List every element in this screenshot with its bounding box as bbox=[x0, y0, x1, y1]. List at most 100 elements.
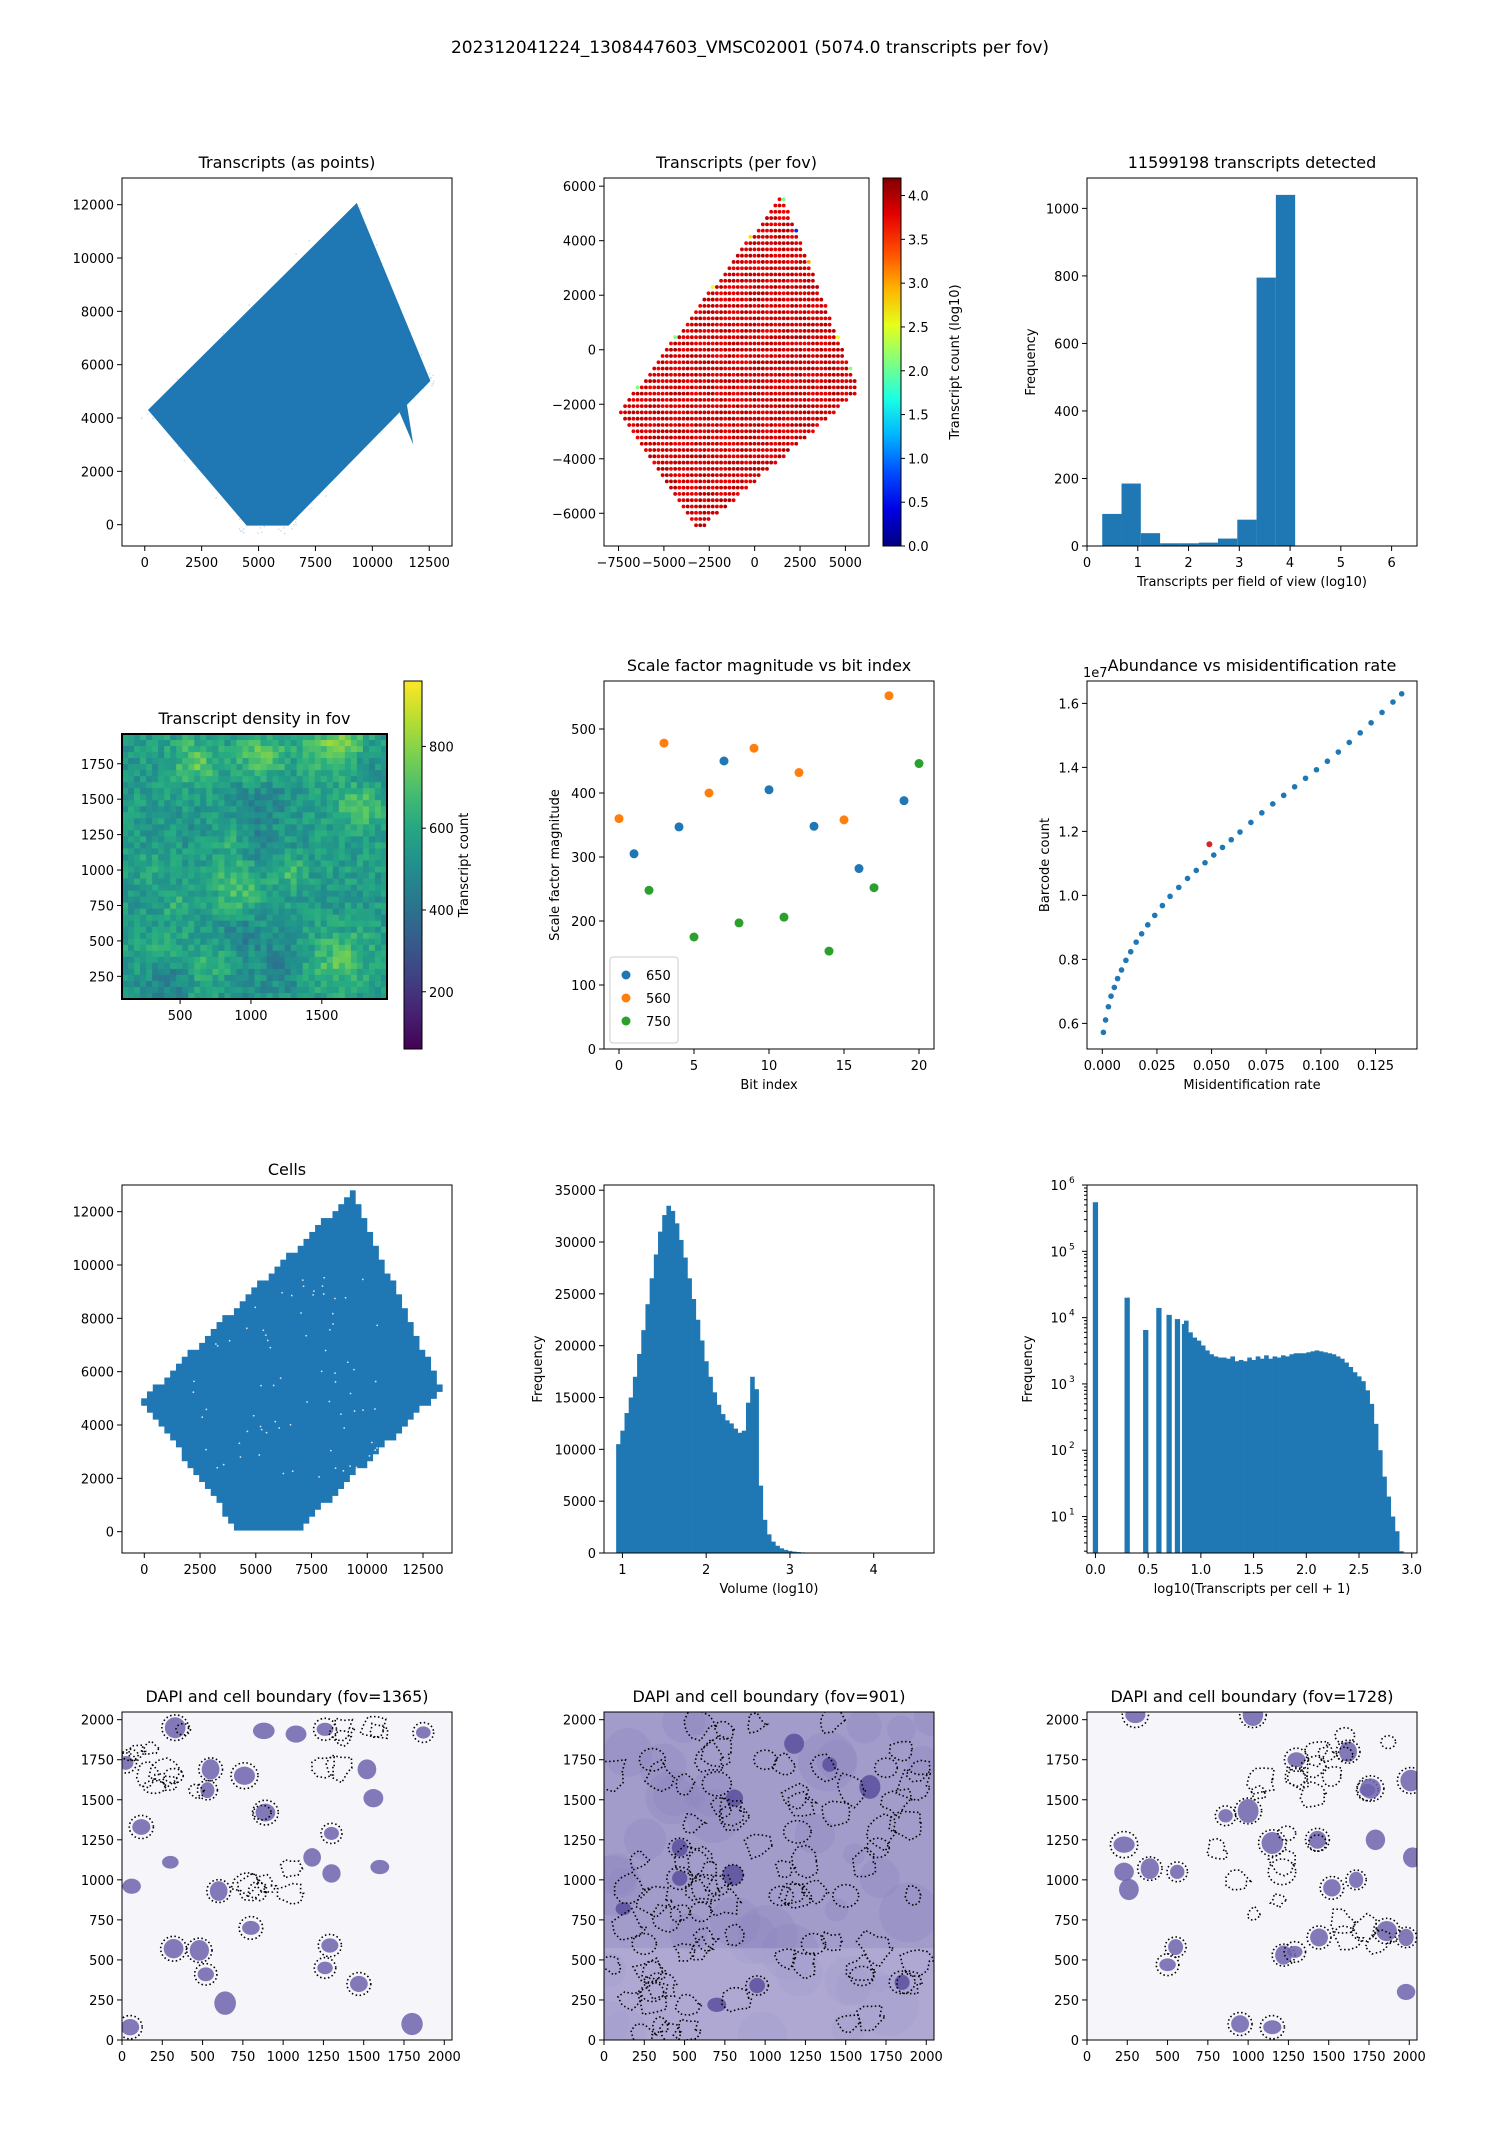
transcripts_per_fov-fov-point bbox=[673, 397, 678, 402]
fov_density-cell bbox=[182, 818, 189, 825]
cells-cell-strip bbox=[187, 1349, 426, 1358]
transcripts_per_fov-fov-point bbox=[727, 485, 732, 490]
fov_density-cell bbox=[254, 824, 262, 831]
transcripts_points-halo-point bbox=[152, 417, 154, 420]
dapi_901-cell-boundary bbox=[780, 1782, 811, 1811]
fov_density-cell bbox=[338, 926, 346, 934]
dapi_1728-cell-boundary bbox=[1335, 1745, 1355, 1762]
fov_density-cell bbox=[224, 752, 232, 759]
fov_density-cell bbox=[152, 992, 159, 1000]
fov_density-cell bbox=[134, 902, 141, 910]
fov_density-cell bbox=[332, 806, 340, 813]
dapi_901-cell-boundary bbox=[896, 1969, 924, 1995]
scale_factor-point-650 bbox=[764, 785, 774, 795]
fov_density-cell bbox=[170, 992, 177, 1000]
fov_density-cell bbox=[248, 926, 256, 934]
fov_density-cell bbox=[344, 752, 352, 759]
transcripts_per_fov-fov-point bbox=[681, 423, 686, 427]
transcripts_per_fov-fov-point bbox=[748, 423, 753, 427]
fov_density-cell bbox=[374, 860, 382, 868]
fov_density-cell bbox=[146, 788, 153, 795]
transcripts_per_fov-fov-point bbox=[781, 372, 786, 377]
dapi_1728-cell-boundary bbox=[1372, 1917, 1401, 1945]
fov_density-cell bbox=[374, 920, 382, 928]
transcripts_per_fov-fov-point bbox=[723, 460, 728, 465]
fov_density-cell bbox=[176, 734, 183, 741]
transcripts_per_fov-fov-point bbox=[785, 260, 790, 264]
dapi_1365-cell-boundary bbox=[197, 1757, 224, 1782]
fov_density-cell bbox=[236, 770, 244, 777]
dapi_901-cell-boundary bbox=[720, 1987, 753, 2013]
transcripts_per_fov-fov-point bbox=[744, 291, 749, 296]
transcripts_per_cell-ytick-base: 10 bbox=[1050, 1312, 1067, 1327]
fov_density-cell bbox=[314, 800, 322, 807]
transcripts_per_fov-fov-point bbox=[769, 410, 774, 415]
fov_density-cell bbox=[140, 860, 147, 868]
fov_density-cell bbox=[188, 758, 195, 765]
abundance_misid-point bbox=[1133, 939, 1139, 945]
fov_density-cell bbox=[242, 842, 250, 850]
transcripts_per_fov-fov-point bbox=[639, 423, 644, 427]
transcripts_per_fov-fov-point bbox=[660, 416, 665, 421]
transcripts_per_fov-fov-point bbox=[802, 354, 807, 358]
fov_density-cell bbox=[374, 800, 382, 807]
transcripts_per_fov-fov-point bbox=[714, 460, 719, 465]
transcripts_per_fov-fov-point bbox=[685, 360, 690, 365]
fov_density-cell bbox=[194, 992, 201, 1000]
fov_density-cell bbox=[290, 986, 298, 994]
fov_density-cell bbox=[320, 824, 328, 831]
fov_density-cell bbox=[320, 866, 328, 874]
transcripts_per_fov-fov-point bbox=[748, 285, 753, 289]
dapi_901-cell-boundary bbox=[689, 1901, 712, 1923]
scale_factor-point-750 bbox=[734, 918, 744, 928]
fov_density-cell bbox=[140, 980, 147, 988]
transcripts_per_fov-fov-point bbox=[794, 228, 799, 233]
fov_density-cell bbox=[284, 824, 292, 831]
fov_density-cell bbox=[212, 974, 219, 982]
scale_factor-xtick-label: 20 bbox=[911, 1059, 928, 1074]
cells-xtick-label: 7500 bbox=[295, 1563, 328, 1578]
dapi_901-texture bbox=[653, 1775, 694, 1817]
fov_density-cell bbox=[188, 800, 195, 807]
transcripts_per_fov-fov-point bbox=[756, 360, 761, 365]
transcripts_per_fov-fov-point bbox=[752, 404, 757, 409]
fov_density-cell bbox=[224, 776, 232, 783]
transcripts_per_fov-fov-point bbox=[685, 404, 690, 409]
fov_density-cell bbox=[164, 854, 171, 862]
transcripts_per_fov-fov-point bbox=[694, 454, 698, 459]
transcripts_per_fov-fov-point bbox=[727, 435, 732, 440]
transcripts_per_fov-fov-point bbox=[698, 448, 703, 452]
fov_density-cell bbox=[176, 776, 183, 783]
fov_density-cell bbox=[200, 866, 207, 874]
transcripts_per_fov-fov-point bbox=[656, 372, 661, 377]
fov_density-cell bbox=[224, 746, 232, 753]
fov_density-cell bbox=[170, 950, 177, 958]
transcripts_per_fov-fov-point bbox=[656, 404, 661, 409]
fov_density-cell bbox=[188, 788, 195, 795]
transcripts_per_fov-fov-point bbox=[802, 272, 807, 277]
fov_density-cell bbox=[146, 830, 153, 837]
transcripts_per_fov-fov-point bbox=[698, 510, 703, 515]
fov_density-cell bbox=[356, 848, 364, 856]
fov_density-cell bbox=[146, 866, 153, 874]
fov_density-cell bbox=[248, 800, 256, 807]
dapi_901-texture bbox=[604, 1853, 637, 1896]
fov_density-cell bbox=[314, 878, 322, 886]
fov_density-cell bbox=[218, 968, 225, 976]
transcripts_per_fov-fov-point bbox=[735, 460, 740, 465]
transcripts_per_fov-fov-point bbox=[673, 416, 678, 421]
fov_density-cell bbox=[176, 740, 183, 747]
volume_hist-bar bbox=[691, 1299, 697, 1553]
transcripts_per_cell-ytick-exponent: 3 bbox=[1069, 1375, 1075, 1385]
transcripts_per_fov-fov-point bbox=[765, 285, 769, 289]
transcripts_per_fov-fov-point bbox=[777, 310, 782, 315]
fov_density-cell bbox=[308, 770, 316, 777]
fov_density-cell bbox=[272, 782, 280, 789]
dapi_901-texture bbox=[709, 1896, 760, 1947]
fov_density-cell bbox=[194, 962, 201, 970]
transcripts_per_fov-ytick-label: −2000 bbox=[552, 398, 596, 413]
dapi_1728-nucleus bbox=[1323, 1879, 1341, 1897]
fov_density-cell bbox=[194, 938, 201, 946]
fov_density-cell bbox=[182, 908, 189, 916]
fov_density-cell bbox=[290, 800, 298, 807]
